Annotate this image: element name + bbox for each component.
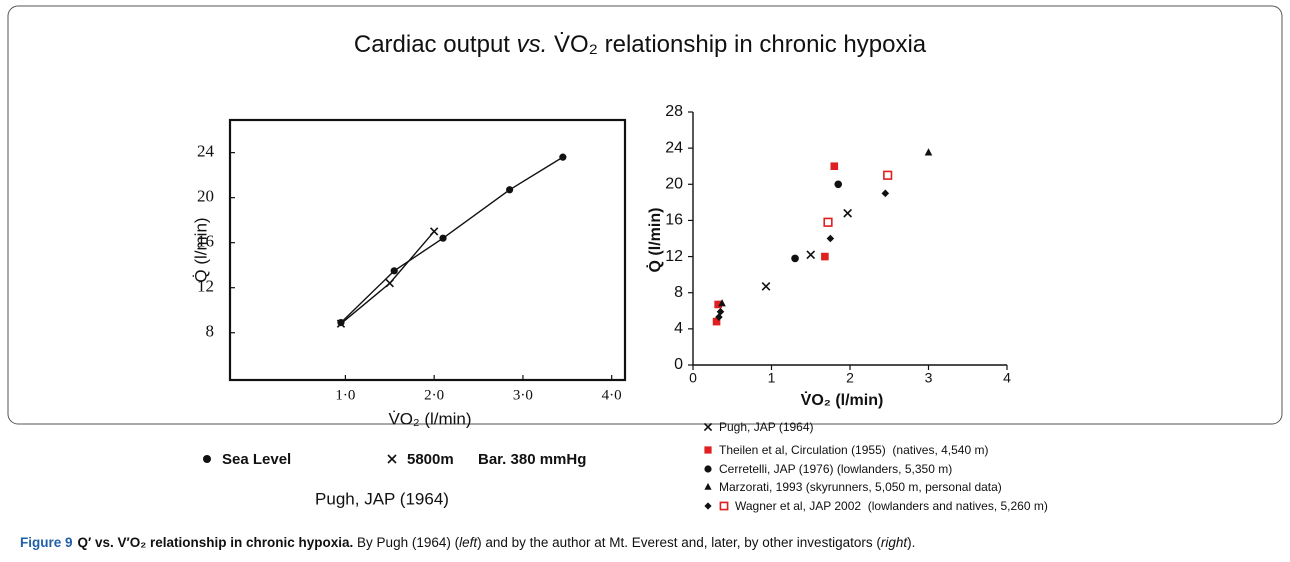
data-point [718, 299, 726, 307]
data-point [429, 227, 439, 236]
legend-marker [704, 465, 712, 473]
y-tick-label: 16 [665, 212, 683, 229]
caption-text: By Pugh (1964) ( [353, 535, 459, 550]
x-tick-label: 3 [925, 370, 933, 386]
figure-title: Cardiac output vs. V̇O₂ relationship in … [354, 31, 927, 59]
y-tick-label: 24 [197, 142, 215, 161]
legend-marker [704, 482, 712, 490]
legend-label: Pugh, JAP (1964) [719, 420, 814, 434]
data-point [336, 319, 346, 328]
plot-frame [228, 118, 627, 382]
data-point [390, 267, 398, 275]
x-tick-label: 2 [846, 370, 854, 386]
series-line [340, 156, 564, 324]
data-point [806, 250, 816, 260]
data-point [881, 189, 890, 198]
y-axis-label: Q̇ (l/min) [191, 217, 210, 282]
x-tick-label: 1 [768, 370, 776, 386]
x-axis-label: V̇O₂ (l/min) [801, 391, 884, 409]
data-point [559, 153, 567, 161]
x-tick-label: 0 [689, 370, 697, 386]
title-part: Cardiac output [354, 31, 517, 58]
legend-label: Cerretelli, JAP (1976) (lowlanders, 5,35… [719, 462, 952, 476]
caption-text: ) and by the author at Mt. Everest and, … [477, 535, 881, 550]
title-part: V̇O₂ relationship in chronic hypoxia [547, 31, 926, 59]
legend-label: Marzorati, 1993 (skyrunners, 5,050 m, pe… [719, 480, 1002, 494]
y-tick-label: 12 [665, 248, 683, 265]
legend-note: Bar. 380 mmHg [478, 451, 586, 468]
x-tick-label: 2·0 [424, 387, 444, 403]
y-tick-label: 20 [197, 187, 214, 206]
legend-marker [704, 446, 712, 454]
title-part: vs. [517, 31, 548, 58]
source-label: Pugh, JAP (1964) [315, 489, 449, 508]
y-tick-label: 8 [206, 322, 215, 341]
y-tick-label: 4 [674, 320, 683, 337]
figure-border [7, 5, 1283, 425]
y-tick-label: 12 [197, 277, 214, 296]
data-point [821, 252, 829, 261]
caption: Figure 9 Q′ vs. V′O₂ relationship in chro… [20, 535, 915, 550]
data-point [843, 208, 853, 218]
y-tick-label: 16 [197, 232, 214, 251]
y-tick-label: 0 [674, 356, 683, 373]
y-tick-label: 20 [665, 176, 683, 193]
data-point [791, 254, 799, 263]
legend-marker [704, 502, 712, 510]
legend-marker [387, 454, 397, 464]
y-tick-label: 28 [665, 103, 683, 120]
legend-label: Sea Level [222, 451, 291, 468]
caption-label: Figure 9 [20, 535, 73, 550]
data-point [924, 148, 933, 156]
data-point [716, 307, 725, 316]
data-point [823, 217, 833, 227]
data-point [439, 234, 447, 242]
caption-text: right [881, 535, 909, 550]
x-axis-label: V̇O₂ (l/min) [388, 409, 471, 428]
caption-text: left [459, 535, 478, 550]
legend-label: 5800m [407, 451, 454, 468]
data-point [883, 170, 893, 180]
legend-marker [203, 455, 211, 463]
data-point [826, 234, 835, 243]
caption-text: ). [907, 535, 915, 550]
caption-title: Q′ vs. V′O₂ relationship in chronic hypo… [78, 535, 354, 550]
data-point [834, 180, 843, 189]
legend-marker [703, 422, 713, 432]
legend-label: Theilen et al, Circulation (1955) (nativ… [719, 443, 988, 457]
data-point [830, 162, 839, 171]
legend-marker [719, 501, 729, 511]
data-point [761, 282, 771, 291]
data-point [506, 186, 514, 194]
data-point [385, 279, 394, 288]
y-tick-label: 24 [665, 139, 683, 156]
x-tick-label: 3·0 [513, 387, 533, 403]
legend-label: Wagner et al, JAP 2002 (lowlanders and n… [735, 499, 1048, 513]
x-tick-label: 1·0 [335, 387, 355, 403]
y-axis-label: Q̇ (l/min) [646, 208, 664, 273]
x-tick-label: 4·0 [602, 387, 622, 403]
data-point [715, 313, 723, 321]
y-tick-label: 8 [674, 284, 683, 301]
x-tick-label: 4 [1003, 370, 1011, 386]
